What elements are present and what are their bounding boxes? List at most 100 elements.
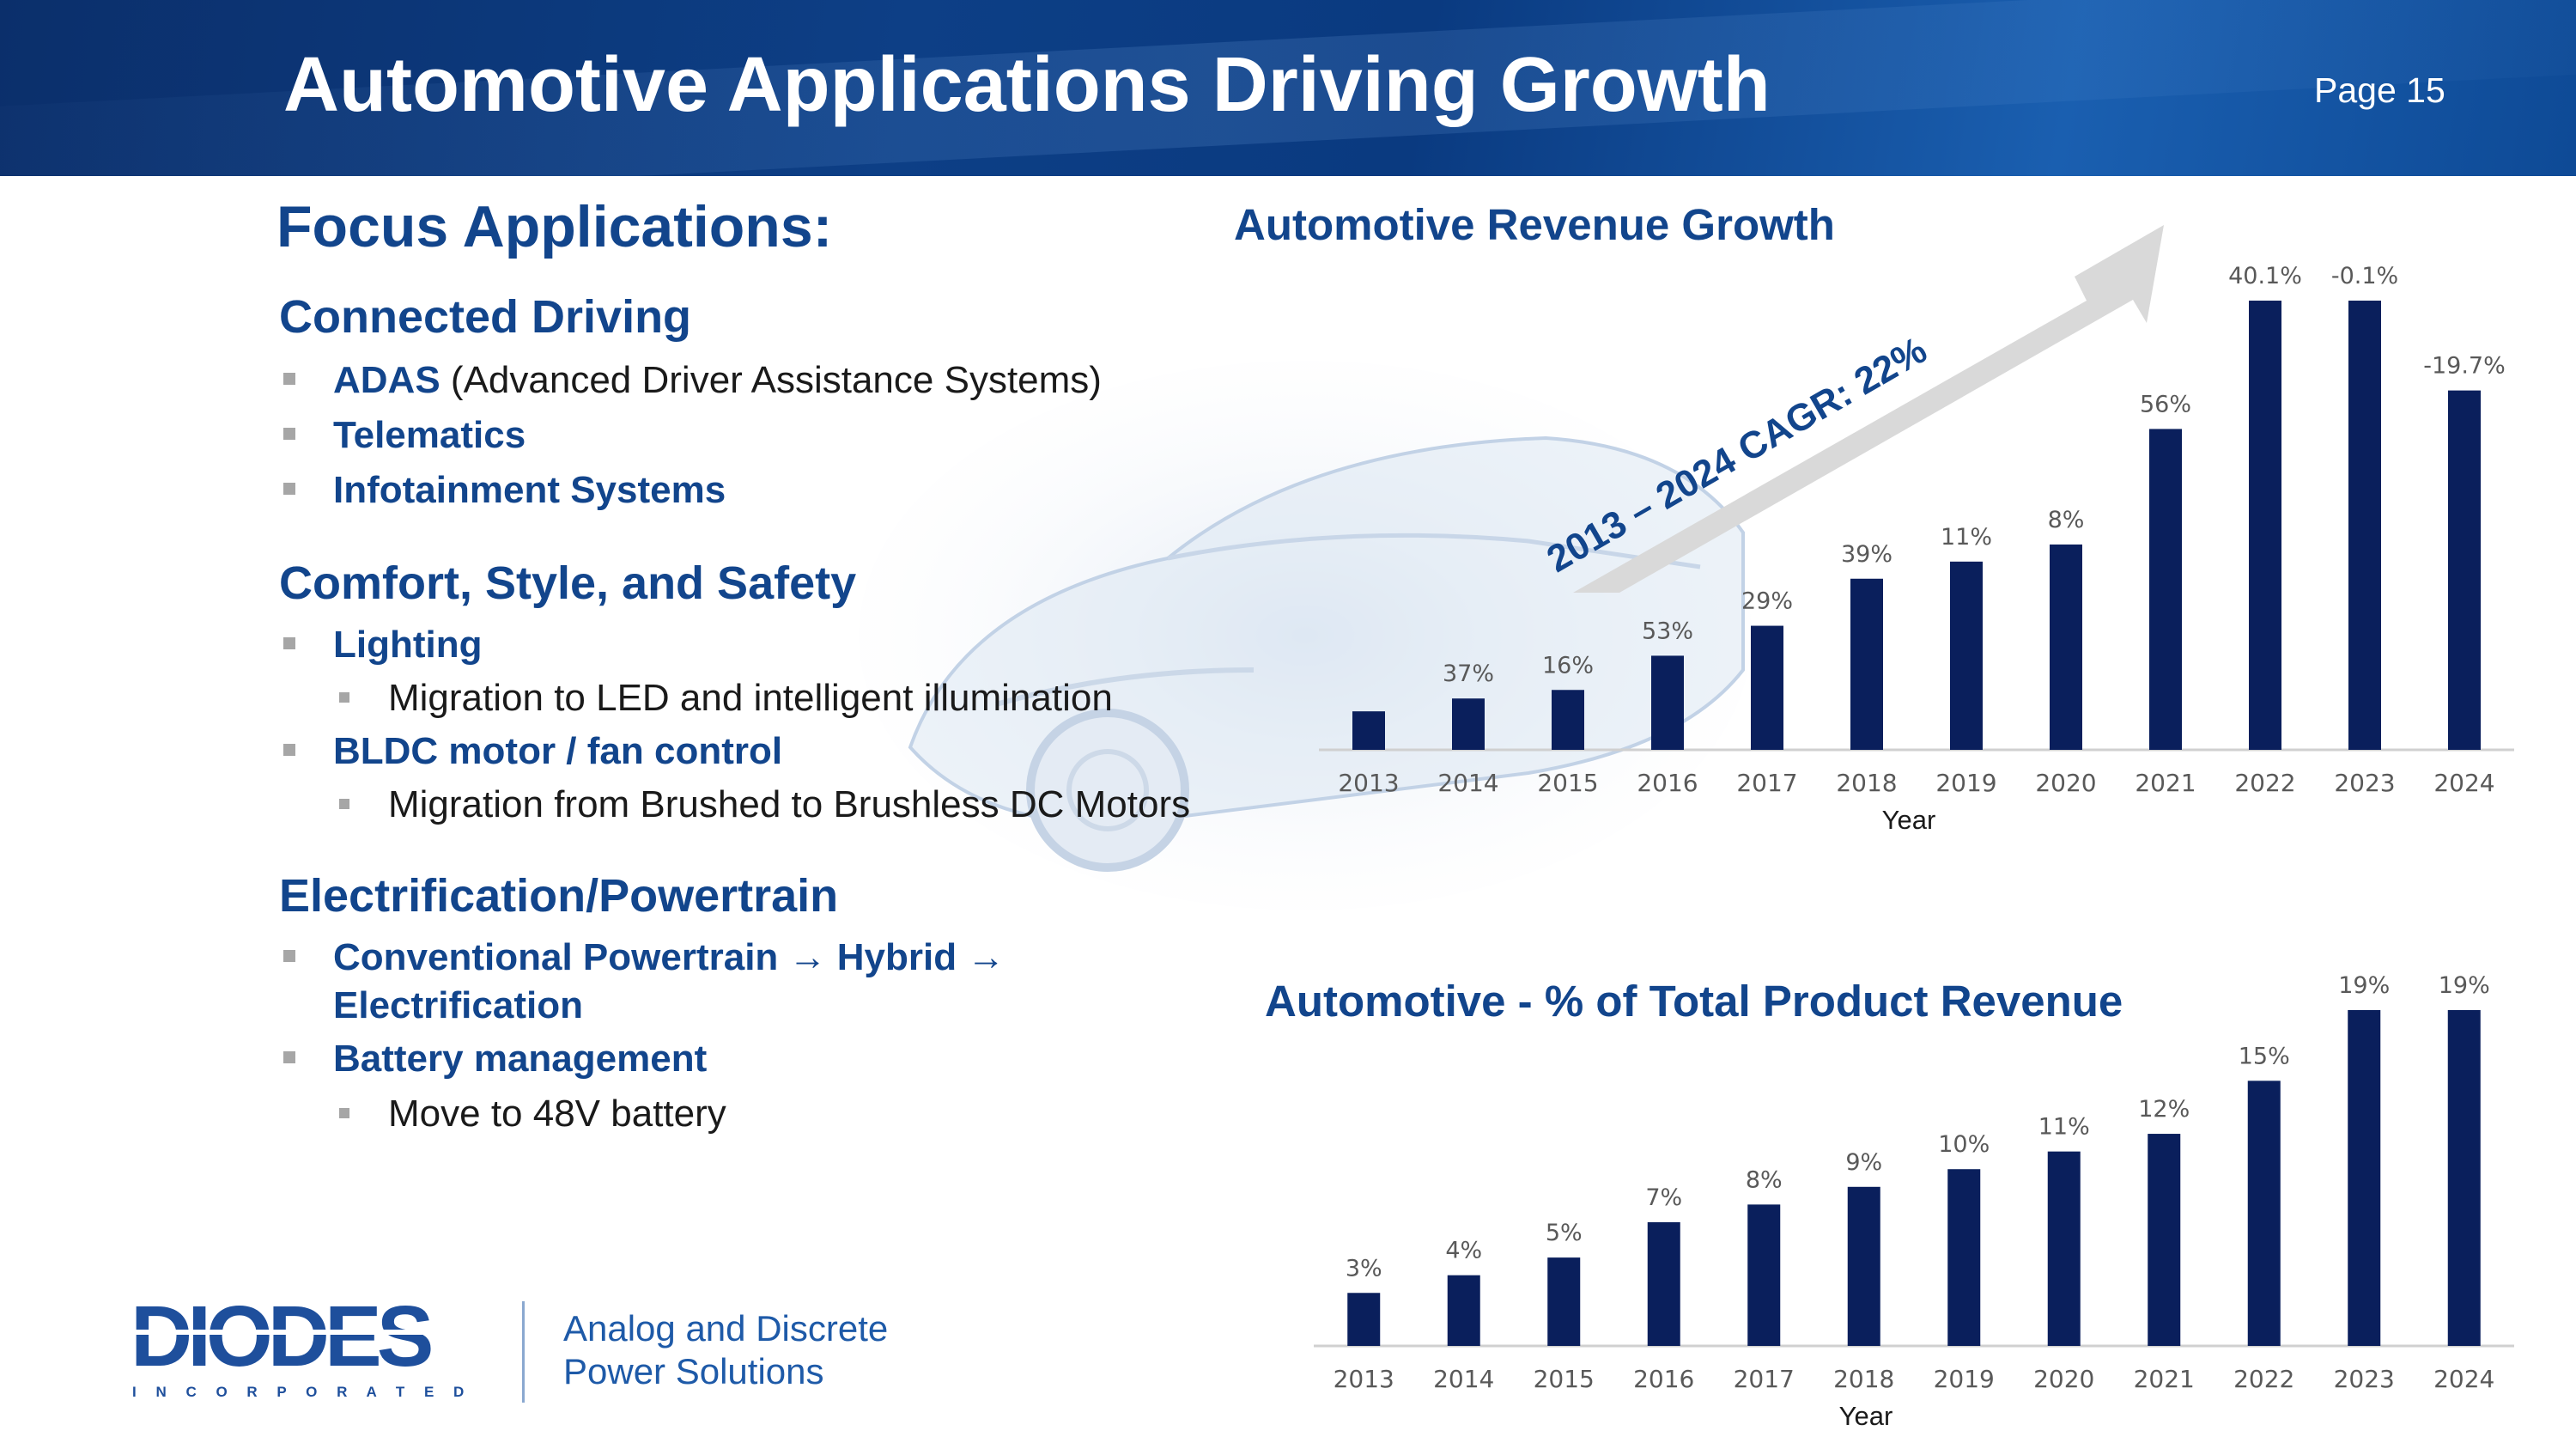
x-tick-label: 2020 [2035, 769, 2096, 797]
logo-wordmark: DIODES [131, 1299, 431, 1385]
sub-bullet-text: Migration from Brushed to Brushless DC M… [388, 783, 1191, 825]
data-label: 19% [2439, 972, 2490, 999]
data-label: 5% [1546, 1220, 1583, 1246]
x-tick-label: 2019 [1935, 769, 1996, 797]
bar-2022 [2249, 301, 2281, 750]
tagline-line-1: Analog and Discrete [563, 1308, 889, 1349]
sub-bullet-square [339, 692, 349, 703]
bar-2015 [1552, 690, 1584, 750]
section-heading-electrification: Electrification/Powertrain [279, 870, 839, 922]
bar-2016 [1647, 1221, 1680, 1346]
diodes-logo: DIODES I N C O R P O R A T E D [129, 1299, 489, 1400]
x-tick-label: 2020 [2033, 1365, 2094, 1393]
x-tick-label: 2013 [1334, 1365, 1394, 1393]
chart-title-percent-of-revenue: Automotive - % of Total Product Revenue [1265, 977, 2123, 1026]
bullet-bold: Battery management [333, 1038, 708, 1080]
cagr-arrow [1573, 225, 2164, 593]
bar-2013 [1352, 711, 1385, 750]
bar-2019 [1950, 561, 1983, 750]
x-tick-label: 2014 [1433, 1365, 1494, 1393]
data-label: 3% [1346, 1255, 1382, 1282]
bullet-square [283, 428, 295, 440]
x-tick-label: 2021 [2134, 1365, 2195, 1393]
x-tick-label: 2017 [1734, 1365, 1795, 1393]
logo-divider [522, 1301, 525, 1403]
chart-title-revenue-growth: Automotive Revenue Growth [1234, 200, 1835, 249]
focus-applications-title: Focus Applications: [276, 194, 833, 259]
bullet-square [283, 483, 295, 495]
sub-bullet-square [339, 1108, 349, 1118]
section-heading-connected-driving: Connected Driving [279, 291, 692, 343]
x-tick-label: 2016 [1633, 1365, 1694, 1393]
car-background-image [859, 361, 1752, 910]
bar-2024 [2448, 390, 2481, 750]
bullet-square [283, 744, 295, 756]
bullet-bold: BLDC motor / fan control [333, 730, 783, 772]
x-tick-label: 2016 [1637, 769, 1698, 797]
x-axis-title: Year [1882, 805, 1936, 835]
bullet-bold: Lighting [333, 624, 483, 666]
bar-2023 [2348, 301, 2381, 750]
bullet-square [283, 1051, 295, 1063]
x-tick-label: 2015 [1534, 1365, 1595, 1393]
section-heading-comfort-style-safety: Comfort, Style, and Safety [279, 557, 857, 609]
bullet-square [283, 637, 295, 649]
bar-2017 [1747, 1204, 1781, 1346]
data-label: 15% [2239, 1043, 2290, 1069]
bar-2022 [2247, 1081, 2281, 1346]
bar-2020 [2050, 544, 2082, 750]
data-label: 9% [1845, 1149, 1882, 1176]
bar-2013 [1347, 1293, 1381, 1346]
bar-2021 [2148, 1134, 2181, 1346]
data-label: 16% [1542, 652, 1594, 679]
bullet-bold: Telematics [333, 414, 526, 456]
data-label: -0.1% [2331, 263, 2398, 289]
logo-subtext: I N C O R P O R A T E D [132, 1384, 471, 1400]
x-tick-label: 2015 [1537, 769, 1598, 797]
data-label: 8% [2048, 507, 2085, 533]
bar-2023 [2348, 1010, 2381, 1346]
bar-2015 [1547, 1257, 1581, 1346]
x-tick-label: 2017 [1736, 769, 1797, 797]
x-tick-label: 2014 [1437, 769, 1498, 797]
bar-2014 [1452, 698, 1485, 750]
bar-2024 [2447, 1010, 2481, 1346]
x-tick-label: 2023 [2334, 769, 2395, 797]
bar-2014 [1447, 1275, 1480, 1346]
data-label: 11% [2038, 1114, 2090, 1141]
bullet-rest: (Advanced Driver Assistance Systems) [440, 359, 1102, 401]
data-label: 19% [2338, 972, 2390, 999]
page-number: Page 15 [2314, 70, 2445, 110]
data-label: 12% [2138, 1096, 2190, 1123]
data-label: 40.1% [2228, 263, 2302, 289]
data-label: 39% [1841, 541, 1893, 568]
data-label: -19.7% [2423, 353, 2506, 380]
tagline-line-2: Power Solutions [563, 1351, 824, 1391]
bar-2019 [1947, 1169, 1981, 1346]
x-tick-label: 2019 [1934, 1365, 1995, 1393]
bullet-square [283, 950, 295, 962]
x-tick-label: 2018 [1836, 769, 1897, 797]
x-tick-label: 2022 [2233, 1365, 2294, 1393]
bar-2016 [1651, 655, 1684, 750]
bar-2017 [1751, 625, 1783, 750]
x-tick-label: 2024 [2433, 1365, 2494, 1393]
bullet-bold: Conventional Powertrain → Hybrid → [333, 936, 1005, 978]
data-label: 4% [1445, 1238, 1482, 1264]
bar-2018 [1850, 578, 1883, 750]
sub-bullet-text: Migration to LED and intelligent illumin… [388, 677, 1113, 719]
chart-automotive-percent-revenue: 2013 3% 2014 4% 2015 5% 2016 7% 2017 8% 2018 9% 2019… [1314, 972, 2514, 1431]
x-tick-label: 2022 [2234, 769, 2295, 797]
bullet-square [283, 373, 295, 385]
bullet-bold: Infotainment Systems [333, 469, 726, 511]
bullet-bold-continued: Electrification [333, 984, 583, 1026]
bar-2021 [2149, 429, 2182, 750]
x-tick-label: 2018 [1833, 1365, 1894, 1393]
data-label: 53% [1642, 618, 1693, 644]
data-label: 10% [1938, 1131, 1990, 1158]
data-label: 56% [2140, 391, 2191, 417]
bar-2018 [1847, 1186, 1880, 1346]
data-label: 11% [1941, 524, 1992, 551]
data-label: 37% [1443, 661, 1494, 687]
